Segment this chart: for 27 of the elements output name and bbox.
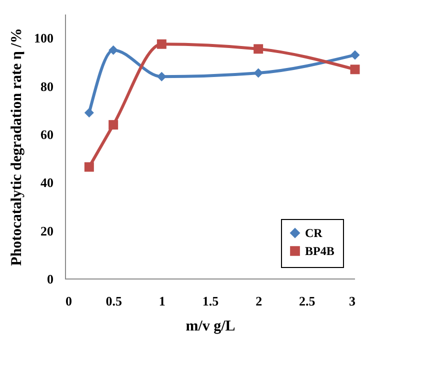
x-tick-label: 1.5: [202, 294, 220, 308]
y-tick-label: 100: [34, 30, 54, 46]
x-tick-label: 0.5: [106, 294, 122, 308]
x-tick-label: 2.5: [299, 294, 316, 308]
y-tick-label: 20: [40, 223, 54, 238]
point: [84, 162, 94, 172]
point: [108, 120, 118, 130]
legend-label: CR: [305, 226, 323, 240]
x-tick-label: 3: [349, 294, 356, 308]
point: [156, 72, 166, 82]
point: [108, 45, 118, 55]
point: [350, 64, 360, 74]
y-tick-label: 80: [40, 78, 54, 94]
x-tick-label: 2: [256, 294, 262, 308]
point: [84, 108, 94, 118]
legend-label: BP4B: [305, 244, 334, 258]
y-tick-label: 40: [40, 175, 54, 190]
point: [156, 39, 166, 49]
x-tick-label: 0: [66, 294, 72, 308]
y-axis-title: Photocatalytic degradation rate η /%: [9, 28, 25, 266]
y-tick-label: 0: [47, 272, 54, 286]
x-axis-title: m/v g/L: [186, 318, 236, 334]
x-tick-label: 1: [158, 294, 166, 308]
point: [254, 68, 264, 78]
y-tick-label: 60: [40, 126, 54, 142]
point: [350, 50, 360, 60]
point: [254, 44, 264, 54]
